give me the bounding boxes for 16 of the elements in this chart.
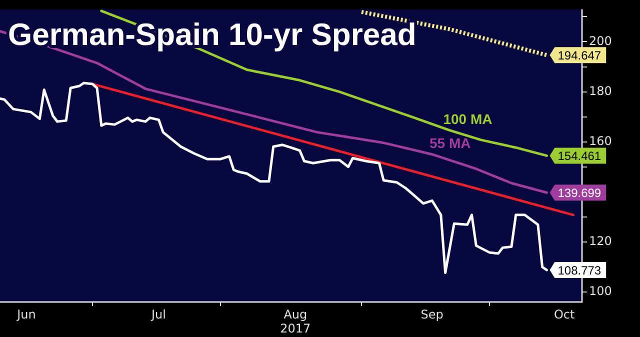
data-label: 194.647	[558, 48, 602, 62]
data-label: 108.773	[558, 263, 602, 278]
x-tick-label: Oct	[554, 307, 576, 322]
y-tick-label: 120	[589, 234, 612, 248]
series-label: 100 MA	[443, 111, 492, 128]
x-tick-label: Jun	[16, 307, 36, 322]
y-tick-label: 160	[589, 134, 612, 148]
series-label: 55 MA	[429, 135, 471, 152]
y-tick-label: 100	[589, 284, 612, 298]
x-tick-label: Sep	[420, 307, 444, 322]
x-tick-label: Aug 2017	[280, 307, 311, 336]
data-label: 139.699	[558, 186, 602, 200]
y-tick-label: 180	[589, 84, 612, 98]
x-tick-label: Jul	[150, 307, 166, 322]
y-tick-label: 200	[589, 34, 612, 48]
data-label: 154.461	[558, 149, 602, 164]
